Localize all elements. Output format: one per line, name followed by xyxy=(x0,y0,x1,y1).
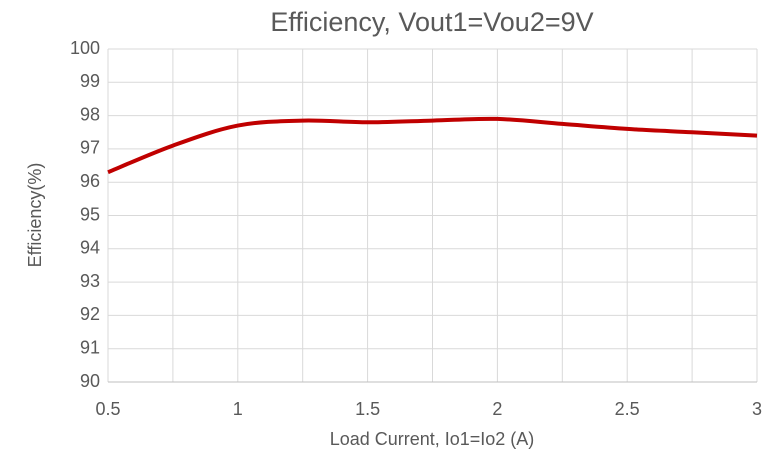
x-tick-label: 0.5 xyxy=(95,399,120,419)
data-line xyxy=(107,116,758,175)
y-tick-label: 92 xyxy=(80,304,100,324)
y-tick-label: 90 xyxy=(80,371,100,391)
y-tick-label: 99 xyxy=(80,71,100,91)
x-tick-label: 1 xyxy=(233,399,243,419)
y-tick-label: 98 xyxy=(80,104,100,124)
x-axis-label: Load Current, Io1=Io2 (A) xyxy=(330,429,535,449)
y-tick-label: 97 xyxy=(80,138,100,158)
y-tick-label: 95 xyxy=(80,204,100,224)
x-tick-label: 2 xyxy=(492,399,502,419)
y-tick-label: 93 xyxy=(80,271,100,291)
y-tick-label: 91 xyxy=(80,337,100,357)
y-tick-label: 100 xyxy=(70,38,100,58)
x-tick-label: 2.5 xyxy=(615,399,640,419)
chart-title: Efficiency, Vout1=Vou2=9V xyxy=(270,7,593,37)
y-tick-label: 96 xyxy=(80,171,100,191)
y-tick-label: 94 xyxy=(80,238,100,258)
y-axis-label: Efficiency(%) xyxy=(25,163,45,268)
x-tick-label: 3 xyxy=(752,399,762,419)
x-tick-label: 1.5 xyxy=(355,399,380,419)
